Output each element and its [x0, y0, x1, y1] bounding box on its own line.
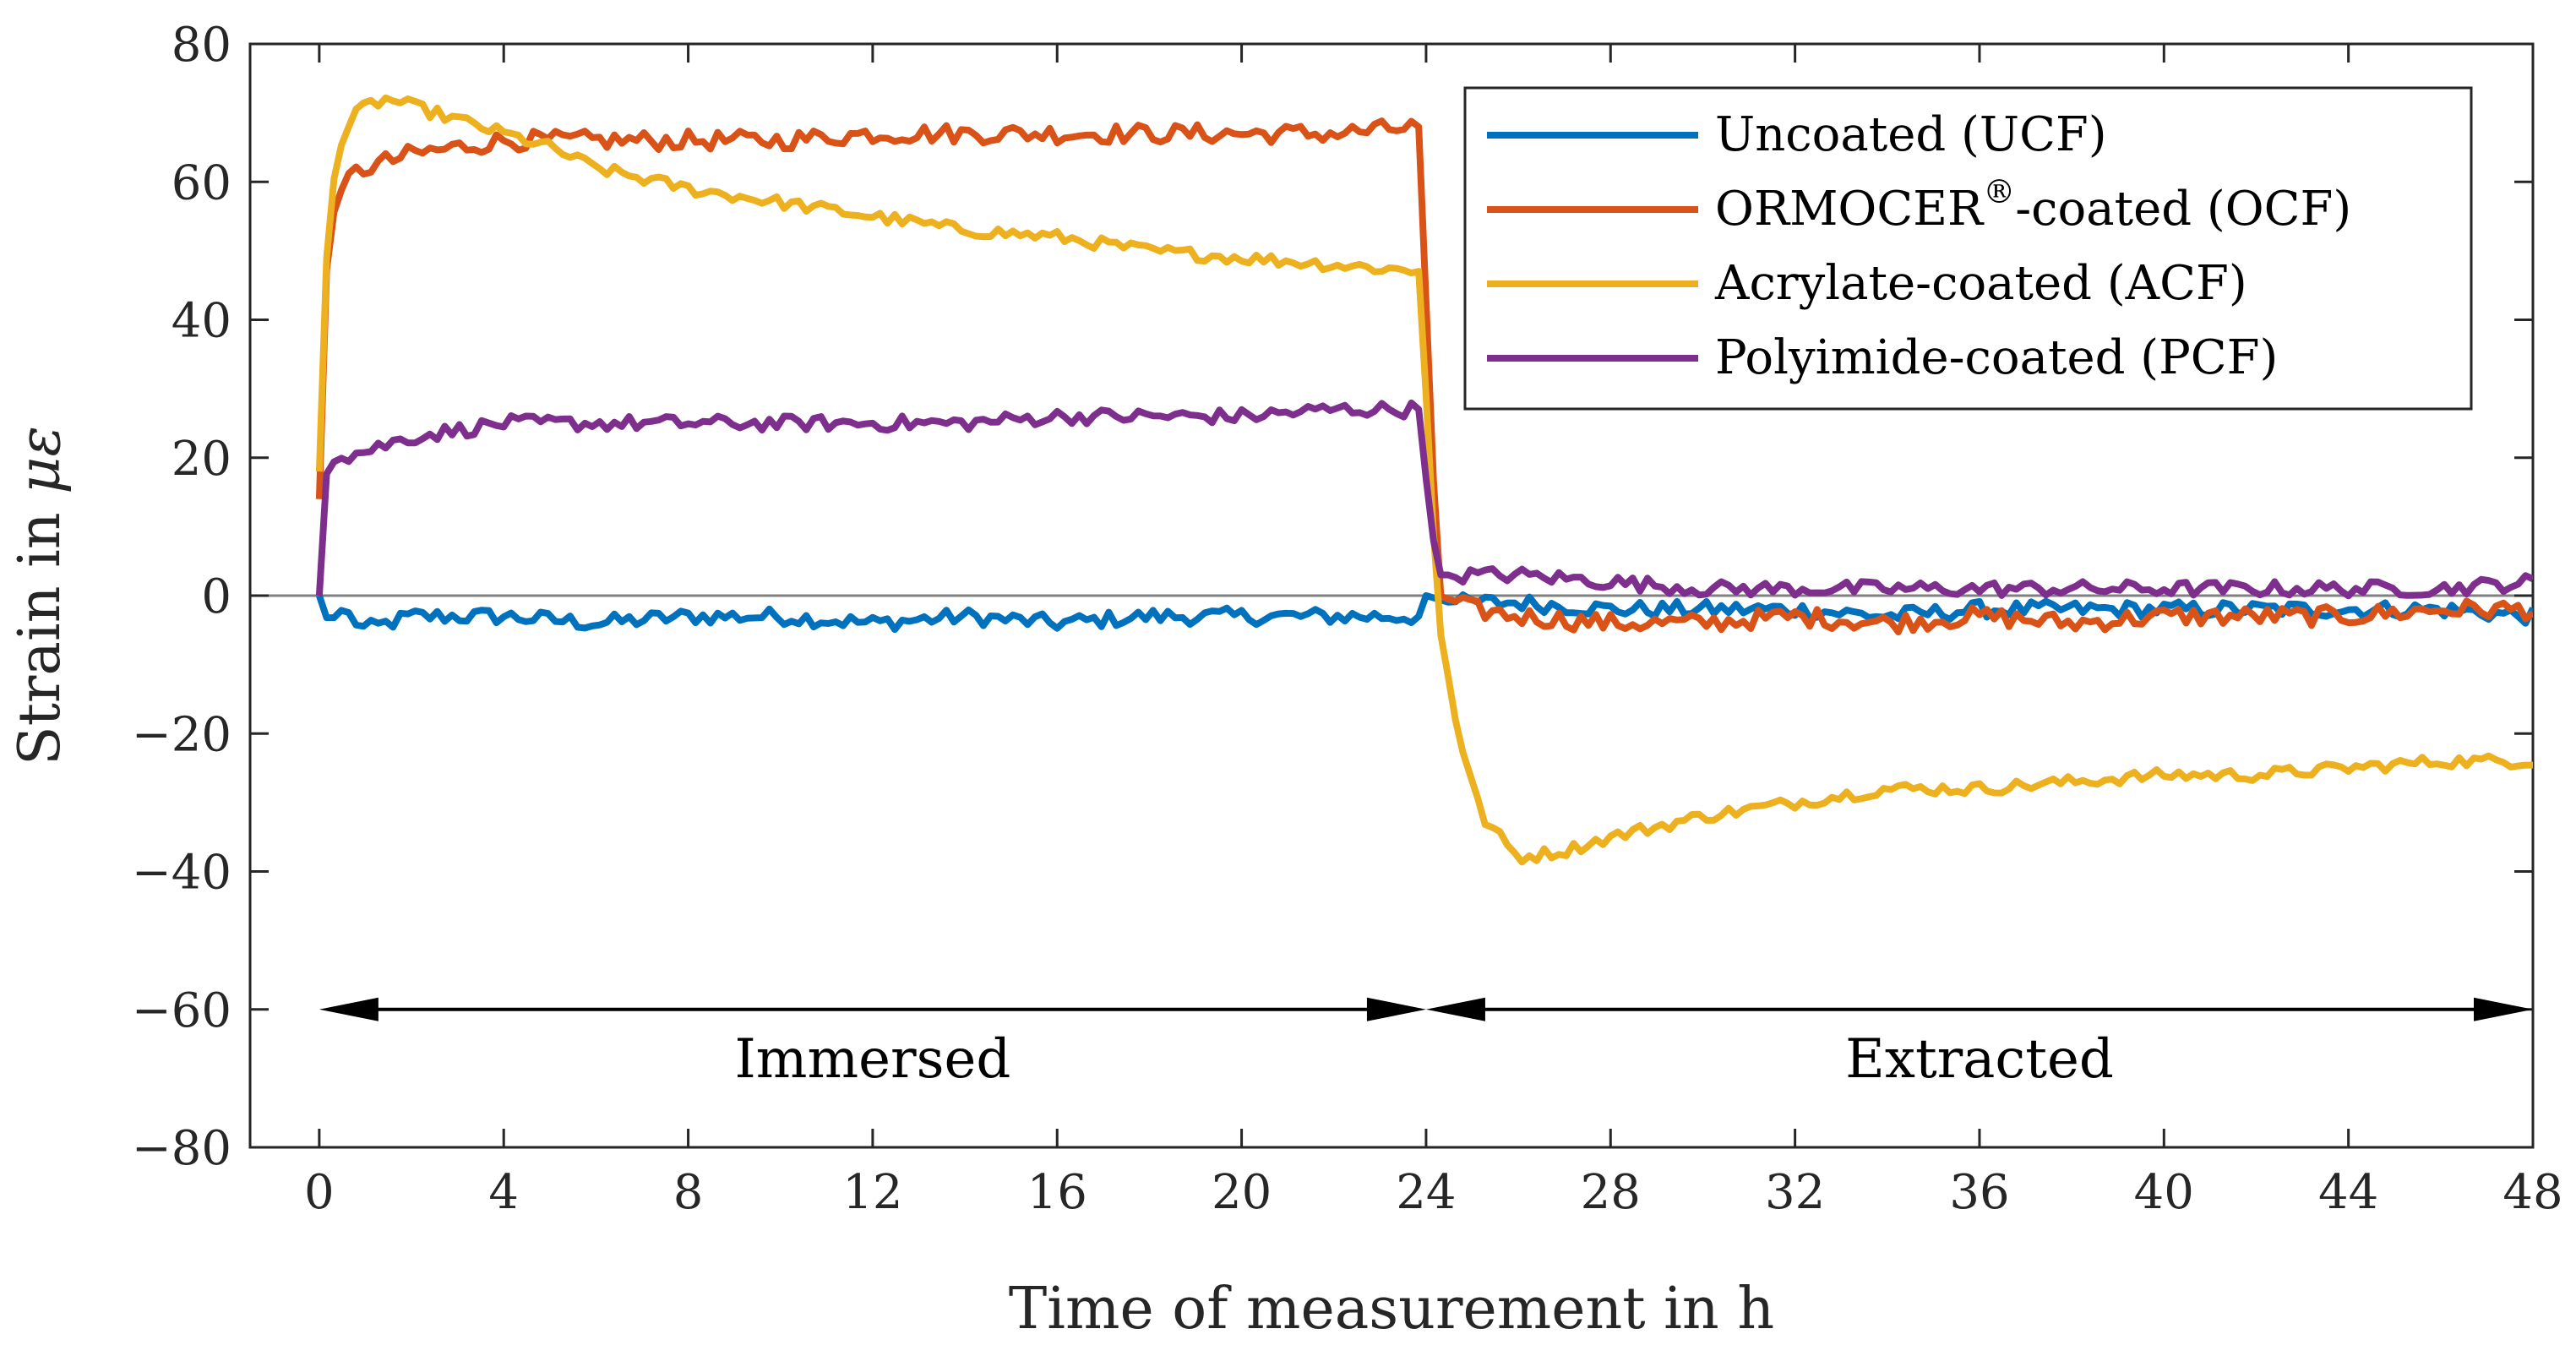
legend-label-ormocer-tail: -coated (OCF) [2015, 182, 2351, 237]
y-tick-label: −60 [132, 983, 231, 1038]
series-line-acrylate [315, 94, 2533, 866]
arrow-extracted-left-head [1425, 997, 1485, 1021]
arrow-extracted-right-head [2474, 997, 2533, 1021]
y-axis-title: Strain in με [7, 426, 74, 765]
y-tick-label: 60 [172, 155, 231, 210]
y-axis-title-prefix: Strain in [7, 494, 74, 765]
y-tick-label: 0 [201, 569, 231, 624]
x-tick-label: 12 [842, 1165, 902, 1220]
y-tick-label: 20 [172, 432, 231, 487]
legend-label-uncoated: Uncoated (UCF) [1715, 107, 2107, 162]
x-axis-title: Time of measurement in h [1009, 1276, 1774, 1342]
legend: Uncoated (UCF) ORMOCER®-coated (OCF) Acr… [1463, 86, 2473, 411]
x-tick-label: 36 [1949, 1165, 2009, 1220]
x-tick-label: 16 [1027, 1165, 1087, 1220]
x-tick-label: 28 [1581, 1165, 1641, 1220]
series-line-polyimide [315, 399, 2533, 600]
x-tick-label: 4 [488, 1165, 519, 1220]
y-tick-label: −20 [132, 707, 231, 762]
y-tick-label: 80 [172, 18, 231, 73]
annotation-extracted: Extracted [1425, 997, 2533, 1091]
y-axis-title-unit: με [7, 426, 74, 494]
y-axis-ticks: −80 −60 −40 −20 0 20 40 60 80 [132, 18, 2533, 1176]
x-tick-label: 32 [1765, 1165, 1825, 1220]
series-line-uncoated [316, 591, 2533, 634]
annotation-immersed-label: Immersed [735, 1028, 1011, 1091]
x-tick-label: 40 [2134, 1165, 2194, 1220]
legend-label-acrylate: Acrylate-coated (ACF) [1714, 256, 2247, 311]
x-tick-label: 24 [1396, 1165, 1456, 1220]
legend-label-ormocer: ORMOCER®-coated (OCF) [1715, 173, 2351, 237]
series-line-ormocer [315, 117, 2533, 635]
legend-label-ormocer-main: ORMOCER [1715, 182, 1985, 237]
arrow-immersed-left-head [319, 997, 379, 1021]
annotation-immersed: Immersed [319, 997, 1426, 1091]
x-tick-label: 48 [2502, 1165, 2562, 1220]
y-tick-label: 40 [172, 294, 231, 349]
x-tick-label: 8 [673, 1165, 704, 1220]
arrow-immersed-right-head [1366, 997, 1426, 1021]
legend-label-ormocer-sup: ® [1983, 173, 2015, 210]
x-tick-label: 20 [1212, 1165, 1272, 1220]
x-tick-label: 0 [304, 1165, 335, 1220]
x-tick-label: 44 [2318, 1165, 2378, 1220]
y-tick-label: −40 [132, 846, 231, 901]
y-tick-label: −80 [132, 1121, 231, 1176]
legend-label-polyimide: Polyimide-coated (PCF) [1715, 330, 2278, 385]
x-axis-ticks: 0 4 8 12 16 20 24 28 32 36 40 44 48 [304, 44, 2563, 1220]
annotation-extracted-label: Extracted [1845, 1028, 2114, 1091]
